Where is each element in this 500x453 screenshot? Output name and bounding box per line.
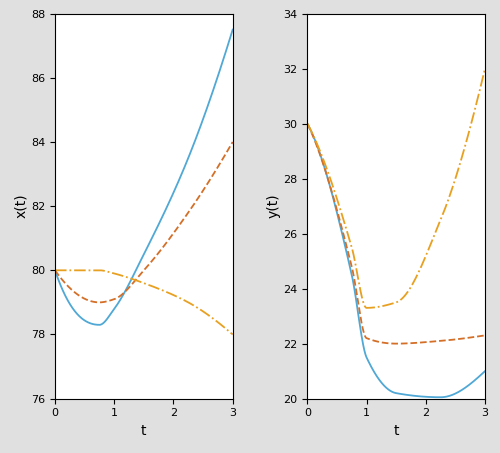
X-axis label: t: t xyxy=(394,424,399,438)
X-axis label: t: t xyxy=(141,424,146,438)
Y-axis label: x(t): x(t) xyxy=(14,194,28,218)
Y-axis label: y(t): y(t) xyxy=(266,194,280,218)
